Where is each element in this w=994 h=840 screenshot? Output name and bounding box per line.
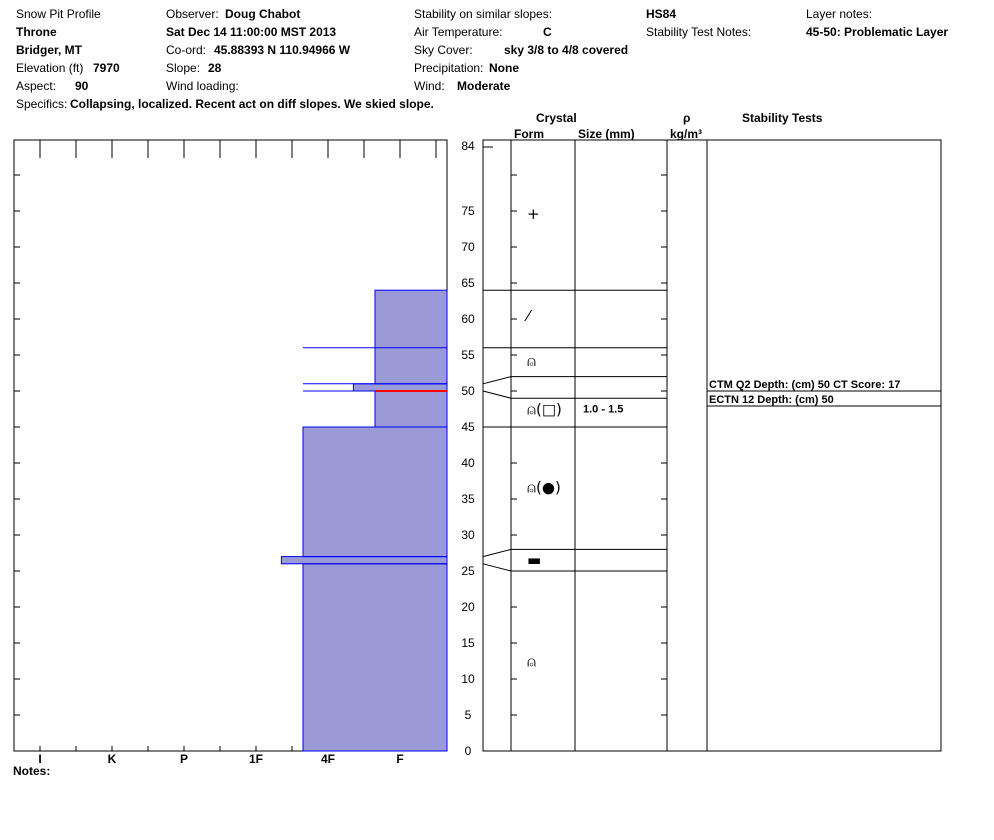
observer-value: Doug Chabot — [225, 7, 301, 21]
crystal-form-symbol: + — [527, 205, 540, 223]
elevation-value: 7970 — [93, 61, 120, 75]
hardness-bar — [374, 289, 448, 385]
depth-tick-label: 30 — [461, 528, 475, 542]
profile-title: Snow Pit Profile — [16, 7, 101, 21]
form-header: Form — [514, 127, 544, 141]
depth-tick-label: 65 — [461, 276, 475, 290]
crystal-layer-boundary — [482, 563, 667, 572]
crystal-header: Crystal — [536, 111, 577, 125]
hardness-scale-label: F — [396, 752, 403, 766]
hardness-bar — [374, 390, 448, 428]
aspect-value: 90 — [75, 79, 89, 93]
depth-tick-label: 35 — [461, 492, 475, 506]
sky-label: Sky Cover: — [414, 43, 473, 57]
wind-loading-label: Wind loading: — [166, 79, 239, 93]
sky-value: sky 3/8 to 4/8 covered — [504, 43, 629, 57]
region: Bridger, MT — [16, 43, 83, 57]
precip-label: Precipitation: — [414, 61, 484, 75]
crystal-form-symbol: ▬ — [527, 551, 541, 569]
hardness-scale-label: 1F — [249, 752, 263, 766]
hardness-bar — [280, 556, 448, 565]
elevation-label: Elevation (ft) — [16, 61, 84, 75]
coord-value: 45.88393 N 110.94966 W — [214, 43, 351, 57]
layer-notes-label: Layer notes: — [806, 7, 873, 21]
hardness-scale-label: K — [108, 752, 117, 766]
air-temp-label: Air Temperature: — [414, 25, 503, 39]
depth-tick-label: 25 — [461, 564, 475, 578]
wind-label: Wind: — [414, 79, 445, 93]
crystal-form-symbol: ⁄ — [524, 307, 533, 325]
depth-tick-label: 50 — [461, 384, 475, 398]
depth-tick-label: 75 — [461, 204, 475, 218]
crystal-form-symbol: ⍝ — [527, 653, 536, 671]
hardness-bar — [302, 426, 448, 558]
wind-value: Moderate — [457, 79, 511, 93]
crystal-layer-boundary — [482, 390, 667, 399]
depth-tick-label: 15 — [461, 636, 475, 650]
specifics-value: Collapsing, localized. Recent act on dif… — [70, 97, 434, 111]
hardness-scale-label: P — [180, 752, 188, 766]
depth-tick-label: 0 — [465, 744, 472, 758]
depth-tick-label: 5 — [465, 708, 472, 722]
stability-test-label: CTM Q2 Depth: (cm) 50 CT Score: 17 — [709, 379, 900, 391]
depth-tick-label: 40 — [461, 456, 475, 470]
snow-height: HS84 — [646, 7, 677, 21]
hardness-scale-label: I — [38, 752, 41, 766]
crystal-layer-boundary — [482, 548, 667, 558]
coord-label: Co-ord: — [166, 43, 207, 57]
depth-tick-label: 70 — [461, 240, 475, 254]
air-temp-value: C — [543, 25, 552, 39]
size-header: Size (mm) — [578, 127, 635, 141]
stability-tests-header: Stability Tests — [742, 111, 823, 125]
depth-tick-label: 10 — [461, 672, 475, 686]
depth-tick-label: 45 — [461, 420, 475, 434]
slope-label: Slope: — [166, 61, 201, 75]
stability-test-label: ECTN 12 Depth: (cm) 50 — [709, 394, 834, 406]
observer-label: Observer: — [166, 7, 219, 21]
stability-notes-label: Stability Test Notes: — [646, 25, 752, 39]
crystal-layer-boundary — [482, 376, 667, 385]
crystal-table-frame — [482, 139, 942, 752]
precip-value: None — [489, 61, 519, 75]
depth-tick-label: 55 — [461, 348, 475, 362]
location: Throne — [16, 25, 57, 39]
specifics-label: Specifics: — [16, 97, 68, 111]
depth-tick-label: 60 — [461, 312, 475, 326]
layer-notes-value: 45-50: Problematic Layer — [806, 25, 949, 39]
observation-datetime: Sat Dec 14 11:00:00 MST 2013 — [166, 25, 337, 39]
hardness-bar — [302, 563, 448, 752]
density-unit: kg/m³ — [670, 127, 703, 141]
hardness-bar — [352, 383, 448, 392]
crystal-size-label: 1.0 - 1.5 — [583, 403, 623, 415]
depth-tick-label: 20 — [461, 600, 475, 614]
notes-label: Notes: — [13, 764, 51, 778]
stability-label: Stability on similar slopes: — [414, 7, 553, 21]
crystal-form-symbol: ⍝(□) — [527, 401, 562, 419]
depth-tick-label: 84 — [461, 139, 475, 153]
crystal-form-symbol: ⍝(●) — [527, 478, 561, 496]
density-symbol: ρ — [683, 111, 691, 125]
crystal-form-symbol: ⍝ — [527, 352, 536, 370]
slope-value: 28 — [208, 61, 222, 75]
hardness-scale-label: 4F — [321, 752, 335, 766]
aspect-label: Aspect: — [16, 79, 57, 93]
